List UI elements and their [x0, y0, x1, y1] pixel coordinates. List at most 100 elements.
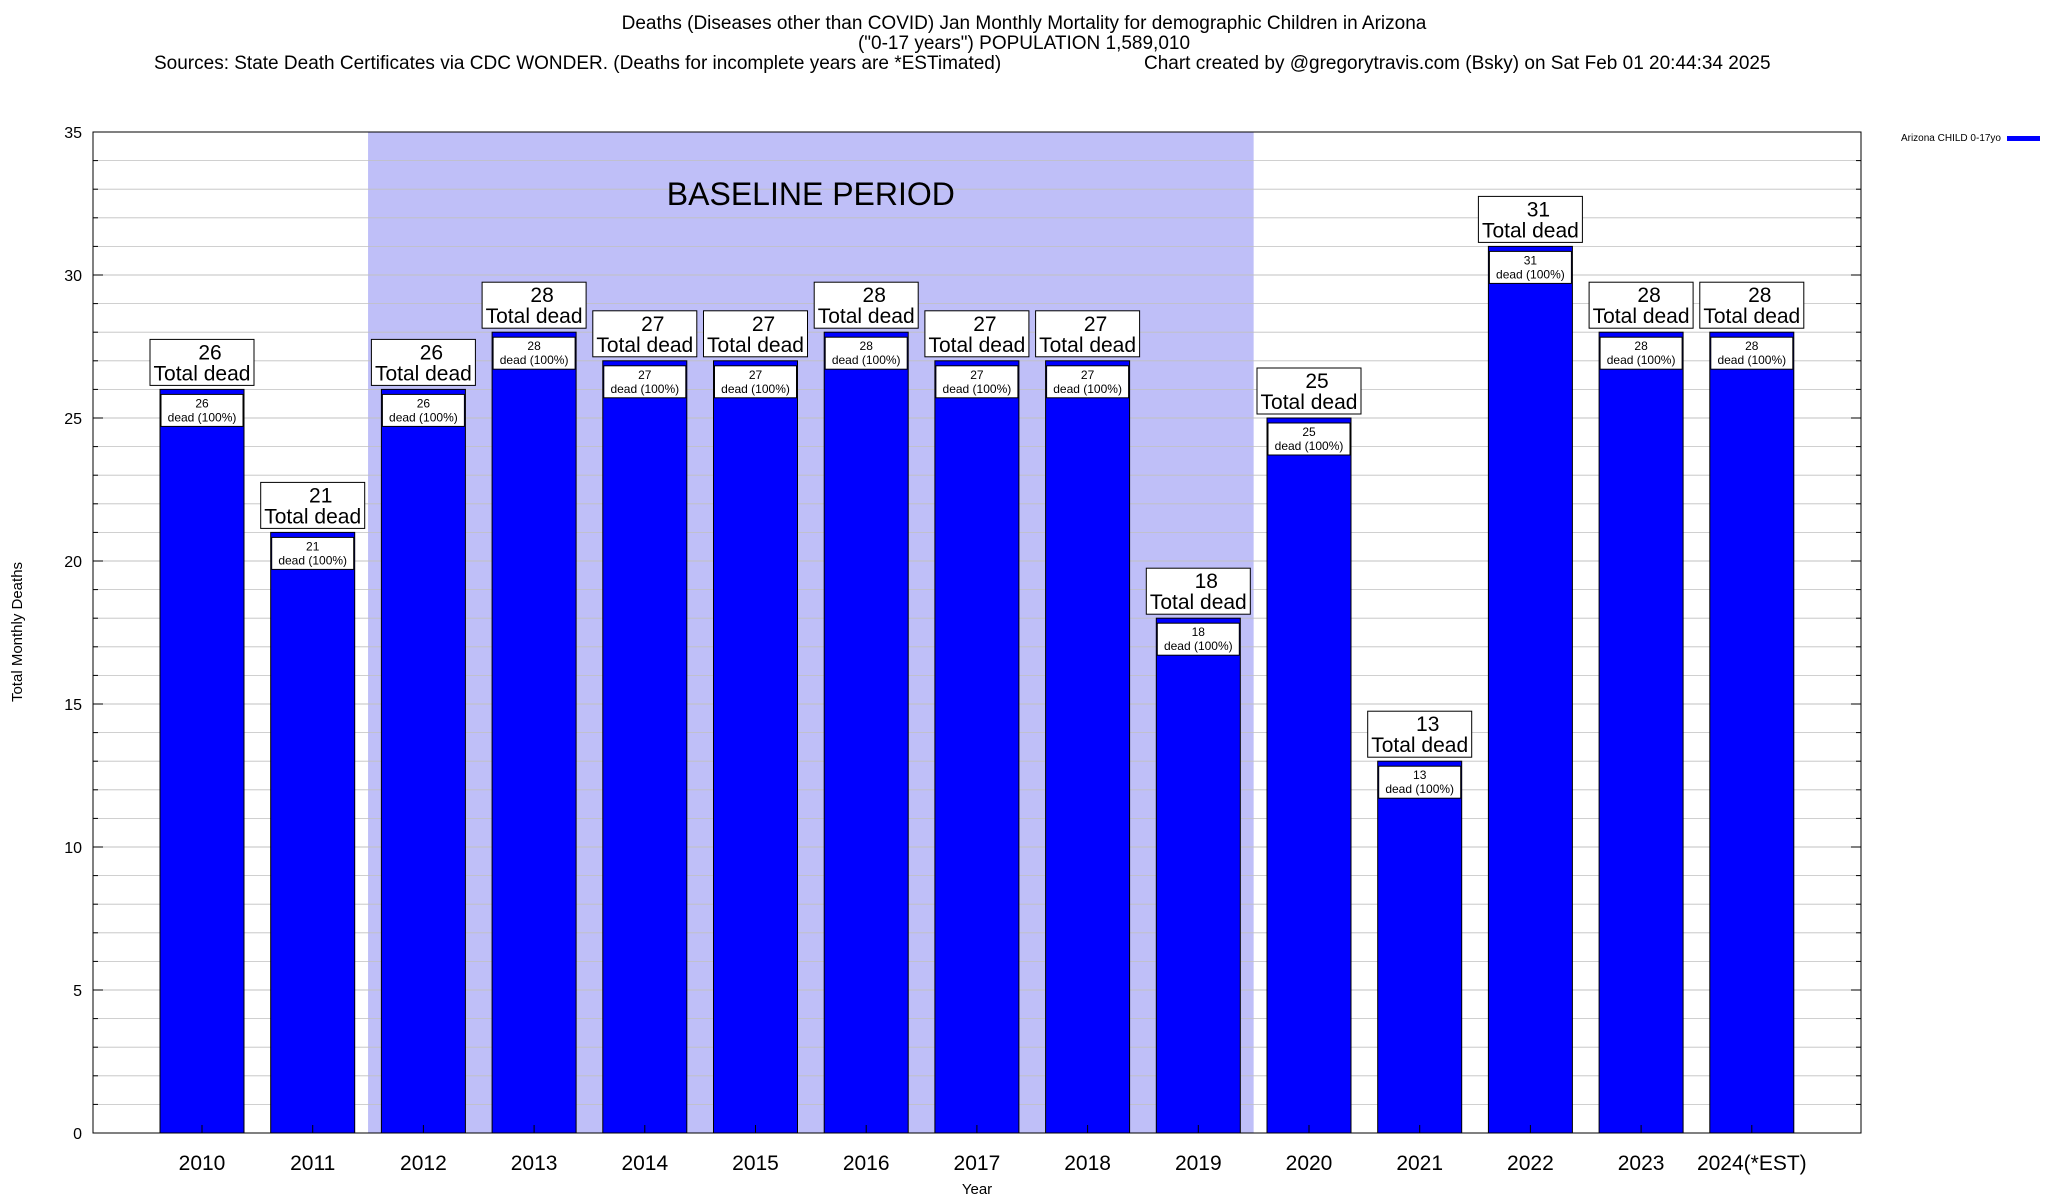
inner-label-text: dead (100%): [500, 353, 569, 367]
y-tick-label: 5: [73, 983, 82, 1000]
x-tick-label: 2019: [1175, 1152, 1222, 1175]
top-label-value: 26: [420, 341, 443, 364]
inner-label-value: 28: [1745, 339, 1759, 353]
x-tick-label: 2020: [1286, 1152, 1333, 1175]
bar: [713, 360, 798, 1134]
legend-label: Arizona CHILD 0-17yo: [1901, 133, 2001, 144]
inner-label-box: [1378, 765, 1462, 799]
top-label-box: [1256, 367, 1362, 415]
top-label-text: Total dead: [596, 334, 693, 357]
bar: [1487, 245, 1573, 1134]
top-label-value: 31: [1527, 198, 1550, 221]
top-label-box: [592, 310, 698, 358]
inner-label-value: 28: [1634, 339, 1648, 353]
top-label-text: Total dead: [1039, 334, 1136, 357]
inner-label-value: 13: [1413, 768, 1427, 782]
top-label-box: [149, 338, 255, 386]
top-label-text: Total dead: [264, 505, 361, 528]
top-label-value: 28: [1637, 284, 1660, 307]
x-tick-label: 2023: [1618, 1152, 1665, 1175]
inner-label-value: 27: [970, 368, 984, 382]
inner-label-box: [1488, 250, 1572, 284]
bar: [823, 331, 909, 1134]
inner-label-text: dead (100%): [278, 553, 347, 567]
inner-label-text: dead (100%): [1164, 639, 1233, 653]
inner-label-box: [824, 336, 908, 370]
top-label-text: Total dead: [818, 305, 915, 328]
top-label-value: 13: [1416, 713, 1439, 736]
y-tick-label: 20: [64, 554, 82, 571]
top-label-value: 28: [863, 284, 886, 307]
inner-label-text: dead (100%): [832, 353, 901, 367]
inner-label-text: dead (100%): [1607, 353, 1676, 367]
bar: [270, 531, 356, 1134]
top-label-value: 27: [1084, 313, 1107, 336]
top-label-value: 21: [309, 484, 332, 507]
top-label-box: [924, 310, 1030, 358]
inner-label-value: 25: [1302, 425, 1316, 439]
top-label-box: [481, 281, 587, 329]
bar: [159, 388, 245, 1134]
inner-label-value: 21: [306, 539, 320, 553]
inner-label-box: [271, 536, 355, 570]
top-label-text: Total dead: [1371, 734, 1468, 757]
x-tick-label: 2022: [1507, 1152, 1554, 1175]
inner-label-text: dead (100%): [1385, 782, 1454, 796]
top-label-value: 26: [198, 341, 221, 364]
inner-label-box: [1710, 336, 1794, 370]
inner-label-text: dead (100%): [1717, 353, 1786, 367]
inner-label-value: 27: [749, 368, 763, 382]
inner-label-value: 31: [1524, 253, 1538, 267]
top-label-box: [1699, 281, 1805, 329]
y-axis-title: Total Monthly Deaths: [9, 562, 26, 702]
bar: [1045, 360, 1131, 1134]
baseline-period-label: BASELINE PERIOD: [667, 176, 955, 212]
inner-label-value: 27: [1081, 368, 1095, 382]
inner-label-value: 18: [1192, 625, 1206, 639]
top-label-value: 28: [530, 284, 553, 307]
top-label-value: 27: [973, 313, 996, 336]
top-label-value: 18: [1195, 570, 1218, 593]
chart-sources: Sources: State Death Certificates via CD…: [154, 53, 1002, 74]
top-label-box: [703, 310, 808, 358]
inner-label-text: dead (100%): [389, 410, 458, 424]
top-label-value: 25: [1305, 370, 1328, 393]
top-label-text: Total dead: [1703, 305, 1800, 328]
inner-label-text: dead (100%): [1496, 267, 1565, 281]
top-label-box: [1367, 710, 1473, 758]
y-tick-label: 15: [64, 697, 82, 714]
inner-label-text: dead (100%): [610, 382, 679, 396]
bar: [934, 360, 1020, 1134]
inner-label-value: 27: [638, 368, 652, 382]
inner-label-box: [160, 393, 244, 427]
bar: [1377, 760, 1463, 1134]
inner-label-value: 28: [527, 339, 541, 353]
x-tick-label: 2021: [1396, 1152, 1443, 1175]
legend-swatch: [2007, 136, 2040, 141]
bar: [1266, 417, 1352, 1134]
inner-label-box: [935, 365, 1019, 399]
top-label-box: [260, 481, 366, 529]
top-label-text: Total dead: [486, 305, 583, 328]
top-label-value: 28: [1748, 284, 1771, 307]
top-label-text: Total dead: [1150, 591, 1247, 614]
inner-label-text: dead (100%): [943, 382, 1012, 396]
inner-label-box: [1267, 422, 1351, 456]
inner-label-box: [1599, 336, 1683, 370]
bar: [1598, 331, 1684, 1134]
chart-credit: Chart created by @gregorytravis.com (Bsk…: [1144, 53, 1771, 74]
inner-label-value: 26: [195, 396, 209, 410]
inner-label-text: dead (100%): [1275, 439, 1344, 453]
y-tick-label: 10: [64, 840, 82, 857]
x-tick-label: 2011: [290, 1152, 335, 1175]
y-tick-label: 30: [64, 268, 82, 285]
top-label-text: Total dead: [928, 334, 1025, 357]
x-tick-label: 2013: [511, 1152, 558, 1175]
top-label-box: [813, 281, 919, 329]
top-label-box: [1035, 310, 1141, 358]
inner-label-text: dead (100%): [1053, 382, 1122, 396]
chart-title: Deaths (Diseases other than COVID) Jan M…: [621, 13, 1427, 34]
bar: [380, 388, 466, 1134]
x-tick-label: 2014: [621, 1152, 668, 1175]
inner-label-box: [603, 365, 687, 399]
